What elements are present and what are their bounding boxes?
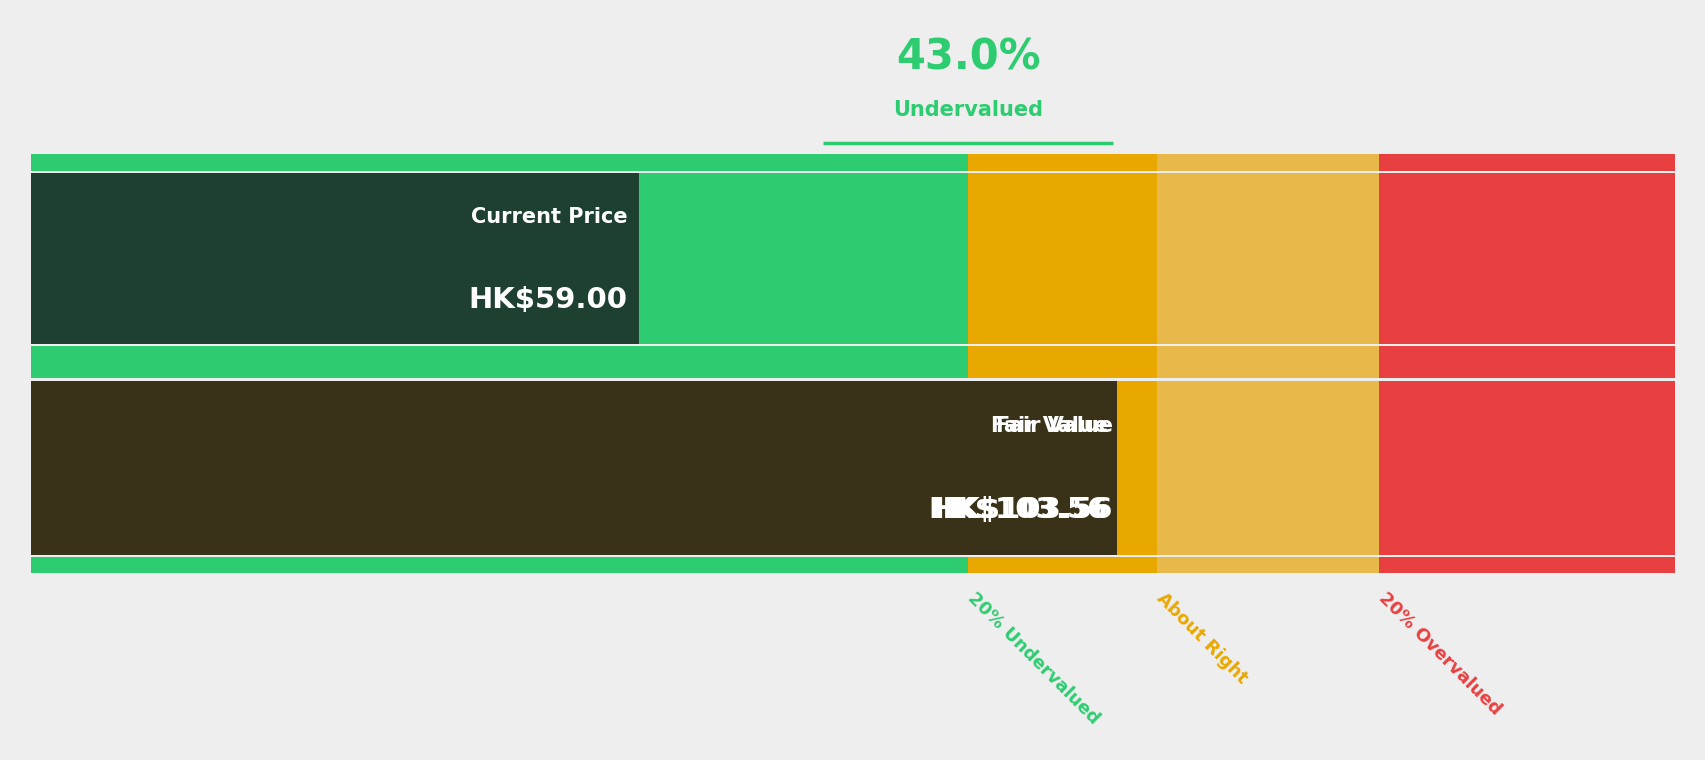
Bar (1378, 154, 1674, 171)
Text: HK$103.56: HK$103.56 (928, 496, 1107, 524)
Bar (1156, 346, 1378, 378)
Bar (31, 557, 967, 573)
Text: 20% Overvalued: 20% Overvalued (1374, 589, 1504, 718)
Bar (967, 173, 1156, 344)
Text: 20% Undervalued: 20% Undervalued (963, 589, 1101, 727)
Bar (1378, 346, 1674, 378)
Bar (967, 346, 1156, 378)
Bar (1156, 154, 1378, 171)
Text: Undervalued: Undervalued (893, 100, 1042, 120)
Bar (31, 381, 967, 555)
Bar (1156, 173, 1378, 344)
Bar (967, 381, 1156, 555)
Bar (1156, 381, 1378, 555)
Bar (31, 154, 967, 171)
Text: Fair Value: Fair Value (991, 416, 1107, 436)
Bar (1156, 557, 1378, 573)
Bar (31, 346, 967, 378)
Bar (1378, 173, 1674, 344)
Bar (967, 557, 1156, 573)
Text: Fair Value: Fair Value (996, 416, 1112, 436)
Bar (31, 173, 967, 344)
Text: About Right: About Right (1153, 589, 1250, 687)
Bar (31, 173, 639, 344)
Text: HK$59.00: HK$59.00 (467, 287, 627, 314)
Text: Current Price: Current Price (471, 207, 627, 226)
Bar (31, 381, 1115, 555)
Text: HK$103.56: HK$103.56 (933, 496, 1112, 524)
Text: 43.0%: 43.0% (895, 36, 1040, 78)
Bar (1378, 557, 1674, 573)
Bar (1378, 381, 1674, 555)
Bar (967, 154, 1156, 171)
